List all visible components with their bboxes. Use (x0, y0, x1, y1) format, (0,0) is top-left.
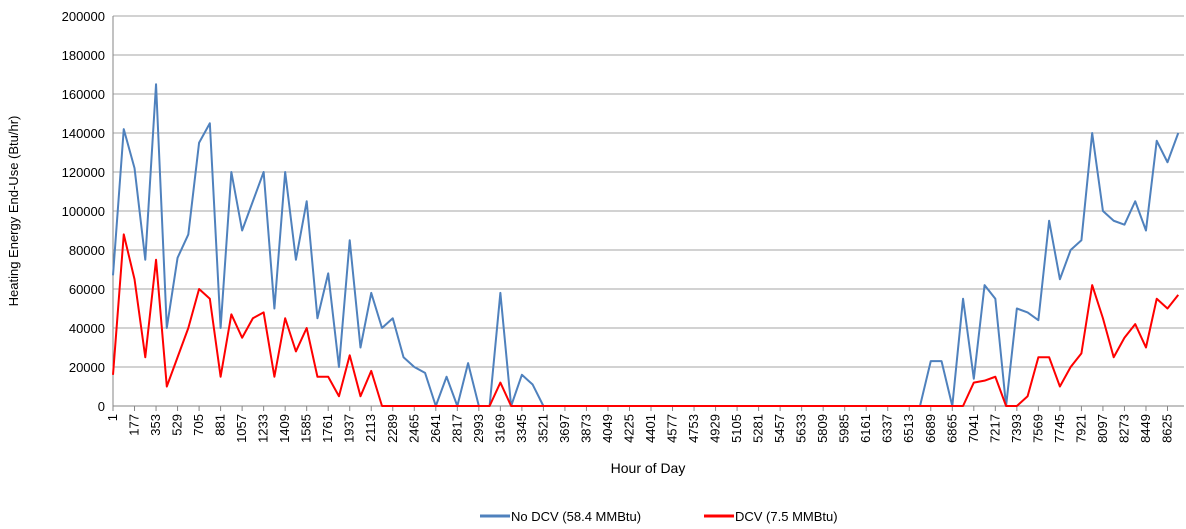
x-tick-label: 5281 (751, 414, 766, 443)
x-tick-label: 8625 (1159, 414, 1174, 443)
x-tick-label: 1761 (320, 414, 335, 443)
x-tick-label: 8097 (1095, 414, 1110, 443)
y-tick-label: 200000 (62, 9, 105, 24)
x-tick-label: 7569 (1030, 414, 1045, 443)
y-tick-label: 60000 (69, 282, 105, 297)
x-tick-label: 4753 (686, 414, 701, 443)
x-tick-label: 2113 (363, 414, 378, 442)
y-tick-label: 160000 (62, 87, 105, 102)
x-tick-label: 5633 (794, 414, 809, 443)
y-tick-label: 40000 (69, 321, 105, 336)
x-tick-label: 1585 (299, 414, 314, 443)
x-tick-label: 3697 (557, 414, 572, 443)
y-tick-label: 120000 (62, 165, 105, 180)
y-tick-label: 180000 (62, 48, 105, 63)
x-tick-label: 1 (105, 414, 120, 421)
x-tick-label: 5985 (837, 414, 852, 443)
x-tick-label: 3345 (514, 414, 529, 443)
x-tick-label: 4049 (600, 414, 615, 443)
x-tick-label: 2289 (385, 414, 400, 443)
x-tick-label: 353 (148, 414, 163, 436)
x-tick-label: 4225 (621, 414, 636, 443)
y-tick-label: 100000 (62, 204, 105, 219)
x-tick-label: 177 (127, 414, 142, 436)
y-tick-label: 140000 (62, 126, 105, 141)
x-tick-label: 7393 (1009, 414, 1024, 443)
series-line (112, 233, 1180, 407)
y-tick-label: 80000 (69, 243, 105, 258)
x-tick-label: 2993 (471, 414, 486, 443)
x-tick-label: 6865 (944, 414, 959, 443)
legend-label: DCV (7.5 MMBtu) (735, 509, 838, 524)
x-tick-label: 3521 (535, 414, 550, 443)
x-tick-label: 2641 (428, 414, 443, 443)
x-tick-label: 1233 (256, 414, 271, 443)
x-tick-label: 5105 (729, 414, 744, 443)
y-tick-label: 0 (98, 399, 105, 414)
x-axis-title: Hour of Day (611, 460, 686, 476)
x-tick-label: 881 (213, 414, 228, 436)
y-axis-title: Heating Energy End-Use (Btu/hr) (6, 116, 21, 307)
legend-label: No DCV (58.4 MMBtu) (511, 509, 641, 524)
x-tick-label: 2817 (449, 414, 464, 443)
y-tick-label: 20000 (69, 360, 105, 375)
x-tick-label: 529 (170, 414, 185, 436)
x-tick-label: 7745 (1052, 414, 1067, 443)
x-tick-label: 3873 (578, 414, 593, 443)
x-tick-label: 8273 (1116, 414, 1131, 443)
x-tick-label: 7041 (966, 414, 981, 443)
x-tick-label: 8449 (1138, 414, 1153, 443)
x-tick-label: 3169 (492, 414, 507, 443)
x-tick-label: 2465 (406, 414, 421, 443)
x-tick-label: 6689 (923, 414, 938, 443)
x-tick-label: 1937 (342, 414, 357, 443)
x-tick-label: 705 (191, 414, 206, 436)
x-tick-label: 6513 (901, 414, 916, 443)
x-tick-label: 6337 (880, 414, 895, 443)
x-tick-label: 5809 (815, 414, 830, 443)
x-tick-label: 4577 (665, 414, 680, 443)
x-tick-label: 1409 (277, 414, 292, 443)
x-tick-label: 7217 (987, 414, 1002, 443)
x-tick-label: 1057 (234, 414, 249, 443)
x-tick-label: 6161 (858, 414, 873, 443)
x-tick-label: 5457 (772, 414, 787, 443)
x-tick-label: 4929 (708, 414, 723, 443)
x-tick-label: 7921 (1073, 414, 1088, 443)
x-tick-label: 4401 (643, 414, 658, 443)
